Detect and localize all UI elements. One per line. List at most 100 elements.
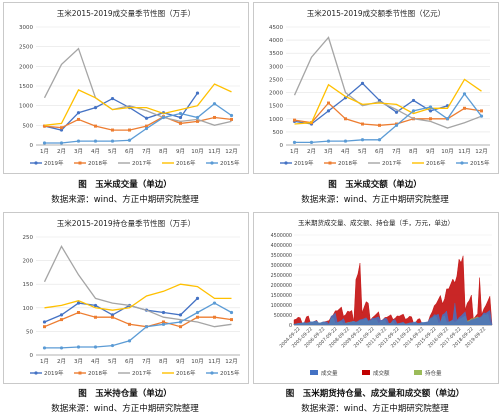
legend-marker bbox=[34, 161, 38, 165]
x-tick-label: 5月 bbox=[358, 148, 367, 155]
y-tick-label: 200 bbox=[23, 259, 34, 265]
y-tick-label: 100 bbox=[23, 306, 34, 312]
data-point bbox=[178, 115, 183, 120]
data-point bbox=[480, 109, 483, 113]
data-point bbox=[212, 301, 217, 305]
data-point bbox=[213, 315, 216, 319]
y-tick-label: 2000000 bbox=[271, 283, 292, 289]
legend-swatch bbox=[310, 370, 318, 375]
x-tick-label: 1月 bbox=[290, 148, 299, 155]
data-point bbox=[144, 116, 149, 120]
legend-label: 2016年 bbox=[176, 159, 196, 167]
x-tick-label: 6月 bbox=[125, 148, 134, 155]
data-point bbox=[93, 345, 98, 349]
legend-label: 2017年 bbox=[132, 159, 152, 167]
x-tick-label: 11月 bbox=[208, 148, 221, 155]
chart-futures-frame: 玉米期货成交量、成交额、持仓量（手，万元，单边） 0 500000 1000000 15… bbox=[253, 212, 499, 384]
data-point bbox=[229, 113, 234, 118]
data-point bbox=[128, 128, 131, 132]
x-tick-label: 2月 bbox=[307, 148, 316, 155]
x-tick-label: 5月 bbox=[108, 148, 117, 155]
data-point bbox=[178, 111, 183, 116]
x-tick-label: 10月 bbox=[191, 148, 204, 155]
data-point bbox=[179, 325, 182, 329]
data-point bbox=[59, 346, 64, 350]
x-tick-label: 2月 bbox=[57, 358, 66, 365]
legend-swatch bbox=[414, 370, 422, 375]
data-point bbox=[42, 346, 47, 350]
series-line-2016 bbox=[294, 78, 482, 125]
x-tick-label: 4月 bbox=[91, 148, 100, 155]
y-tick-label: 4000 bbox=[269, 38, 283, 44]
data-point bbox=[195, 310, 200, 315]
y-tick-label: 50 bbox=[26, 329, 33, 335]
caption-turnover: 图 玉米成交额（单边） bbox=[328, 180, 422, 190]
series-line-2015 bbox=[294, 92, 483, 144]
legend-label: 2018年 bbox=[88, 159, 108, 167]
y-tick-label: 2500 bbox=[19, 45, 33, 51]
data-point bbox=[195, 91, 200, 95]
data-point bbox=[110, 313, 115, 317]
data-point bbox=[230, 318, 233, 322]
x-tick-label: 8月 bbox=[409, 148, 418, 155]
legend-marker bbox=[210, 371, 214, 375]
y-tick-label: 500 bbox=[273, 130, 284, 136]
data-point bbox=[93, 303, 98, 308]
y-tick-label: 2000 bbox=[269, 91, 283, 97]
data-point bbox=[293, 118, 296, 122]
legend-label: 成交额 bbox=[373, 369, 390, 377]
x-tick-label: 5月 bbox=[108, 358, 117, 365]
data-point bbox=[178, 313, 183, 317]
data-point bbox=[110, 343, 115, 348]
series-line-2015 bbox=[44, 302, 232, 349]
y-tick-label: 1500000 bbox=[271, 293, 292, 299]
legend-label: 持仓量 bbox=[425, 369, 442, 377]
data-point bbox=[144, 126, 149, 131]
data-point bbox=[292, 140, 297, 144]
data-point bbox=[326, 109, 331, 113]
chart-title: 玉米期货成交量、成交额、持仓量（手，万元，单边） bbox=[298, 218, 454, 227]
legend-label: 成交量 bbox=[321, 369, 338, 377]
legend-label: 2019年 bbox=[44, 369, 64, 377]
chart-futures: 玉米期货成交量、成交额、持仓量（手，万元，单边） 0 500000 1000000 15… bbox=[271, 218, 493, 377]
legend-marker bbox=[210, 161, 214, 165]
x-tick-label: 3月 bbox=[324, 148, 333, 155]
data-point bbox=[360, 81, 365, 85]
series-area-1 bbox=[293, 255, 493, 326]
data-point bbox=[128, 322, 131, 326]
data-point bbox=[144, 325, 149, 329]
series-line-2017 bbox=[43, 245, 232, 328]
data-point bbox=[111, 315, 114, 319]
data-point bbox=[343, 139, 348, 143]
legend-label: 2018年 bbox=[88, 369, 108, 377]
x-tick-label: 9月 bbox=[176, 148, 185, 155]
data-point bbox=[196, 119, 199, 123]
caption-futures: 图 玉米期货持仓量、成交量和成交额（单边） bbox=[285, 389, 465, 399]
source-turnover: 数据来源：wind、方正中期研究院整理 bbox=[301, 195, 449, 205]
data-point bbox=[360, 138, 365, 142]
chart-turnover-frame: 玉米2015-2019成交额季节性图（亿元） 0 500 1000 1500 2000 25… bbox=[253, 2, 499, 174]
x-tick-label: 9月 bbox=[176, 358, 185, 365]
data-point bbox=[77, 311, 80, 315]
data-point bbox=[161, 322, 166, 326]
x-tick-label: 2月 bbox=[57, 148, 66, 155]
y-tick-label: 4000000 bbox=[271, 243, 292, 249]
caption-openinterest: 图 玉米持仓量（单边） bbox=[78, 389, 172, 399]
chart-title: 玉米2015-2019成交额季节性图（亿元） bbox=[307, 8, 445, 18]
chart-turnover: 玉米2015-2019成交额季节性图（亿元） 0 500 1000 1500 2000 25… bbox=[269, 8, 490, 167]
x-tick-label: 12月 bbox=[475, 148, 488, 155]
data-point bbox=[394, 110, 399, 114]
data-point bbox=[344, 117, 347, 121]
y-tick-label: 150 bbox=[23, 282, 34, 288]
data-point bbox=[195, 115, 200, 120]
source-openinterest: 数据来源：wind、方正中期研究院整理 bbox=[51, 404, 199, 414]
x-tick-label: 7月 bbox=[392, 148, 401, 155]
data-point bbox=[213, 115, 216, 119]
legend-label: 2016年 bbox=[176, 369, 196, 377]
y-tick-label: 3500000 bbox=[271, 253, 292, 259]
y-tick-label: 1500 bbox=[19, 84, 33, 90]
x-tick-label: 1月 bbox=[40, 358, 49, 365]
data-point bbox=[394, 123, 399, 127]
y-tick-label: 500 bbox=[23, 123, 34, 129]
data-point bbox=[76, 301, 81, 305]
